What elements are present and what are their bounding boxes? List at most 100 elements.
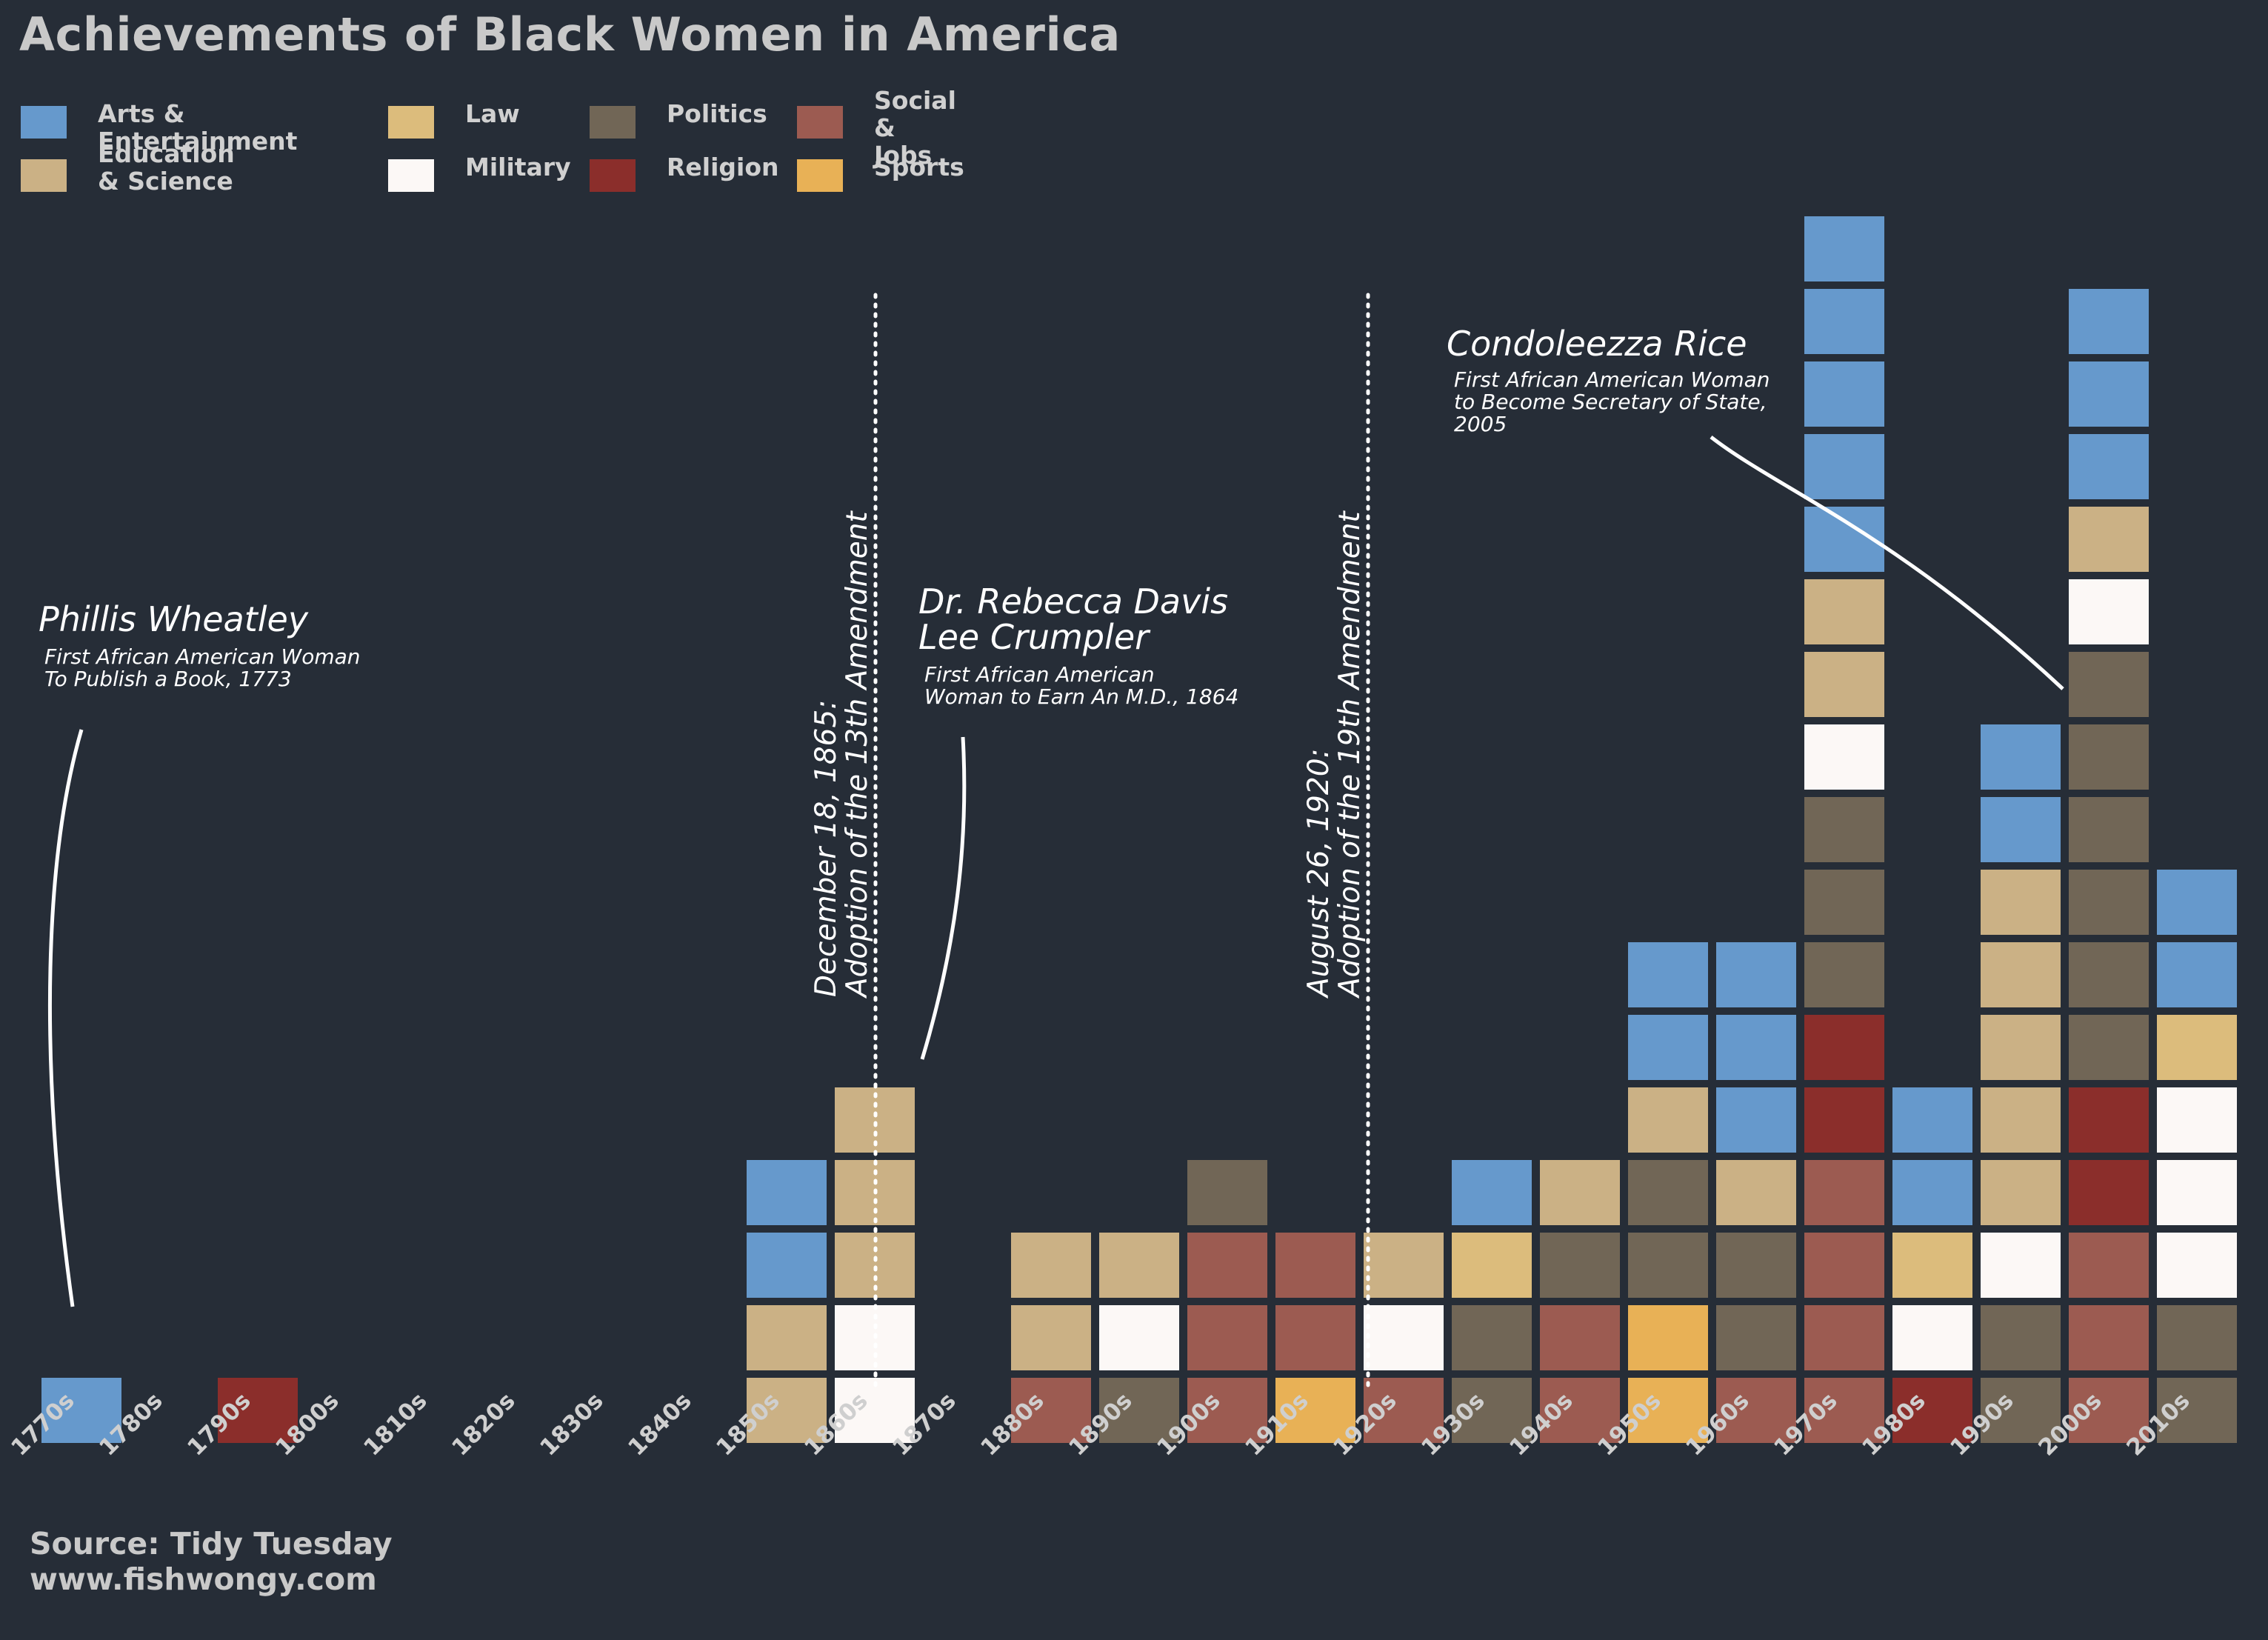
reference-label: August 26, 1920: (1302, 748, 1335, 999)
waffle-tile (1540, 1305, 1620, 1370)
waffle-tile (1716, 1160, 1796, 1225)
waffle-tile (1628, 1233, 1708, 1298)
legend-label: Social & Jobs (874, 86, 956, 170)
waffle-tile (1981, 1233, 2061, 1298)
waffle-tile (2069, 1015, 2149, 1080)
waffle-tile (1716, 1015, 1796, 1080)
x-tick-label: 1820s (447, 1387, 521, 1461)
waffle-tile (747, 1160, 827, 1225)
waffle-tile (2069, 870, 2149, 935)
waffle-tile (1364, 1305, 1444, 1370)
waffle-tile (1011, 1233, 1091, 1298)
waffle-tile (2069, 1087, 2149, 1153)
waffle-tile (1716, 1233, 1796, 1298)
annotation-text: to Become Secretary of State, (1454, 390, 1767, 414)
website-line: www.fishwongy.com (30, 1561, 377, 1597)
x-tick-label: 1810s (358, 1387, 433, 1461)
waffle-tile (1540, 1378, 1620, 1443)
waffle-tile (1804, 361, 1884, 427)
annotation-title: Condoleezza Rice (1447, 324, 1747, 364)
waffle-tile (1804, 1015, 1884, 1080)
legend-swatch (590, 106, 636, 139)
waffle-tile (1892, 1378, 1972, 1443)
waffle-tile (2069, 434, 2149, 499)
waffle-tile (1892, 1305, 1972, 1370)
waffle-tile (1804, 870, 1884, 935)
annotation-text: To Publish a Book, 1773 (44, 667, 292, 691)
annotation-title: Lee Crumpler (918, 617, 1151, 657)
waffle-tile (2069, 361, 2149, 427)
annotation-text: First African American Woman (44, 644, 361, 669)
waffle-tile (1804, 434, 1884, 499)
waffle-tile (218, 1378, 298, 1443)
waffle-tile (1099, 1305, 1179, 1370)
waffle-tile (1628, 942, 1708, 1007)
waffle-tile (1804, 1087, 1884, 1153)
waffle-tile (1804, 1233, 1884, 1298)
waffle-tile (1981, 797, 2061, 862)
waffle-tile (41, 1378, 121, 1443)
legend-label: Sports (874, 153, 964, 181)
waffle-tile (1275, 1305, 1355, 1370)
annotation-text: First African American (924, 662, 1155, 687)
waffle-tile (1364, 1378, 1444, 1443)
waffle-tile (2069, 942, 2149, 1007)
waffle-tile (1628, 1378, 1708, 1443)
legend-swatch (590, 159, 636, 192)
legend-label: Politics (667, 99, 767, 128)
legend-label: Education & Science (98, 139, 235, 196)
waffle-tile (2069, 1233, 2149, 1298)
waffle-tile (1892, 1160, 1972, 1225)
waffle-tile (1981, 724, 2061, 790)
waffle-tile (1011, 1378, 1091, 1443)
waffle-tile (1187, 1233, 1267, 1298)
waffle-tile (747, 1378, 827, 1443)
waffle-tile (1981, 1015, 2061, 1080)
waffle-tile (2069, 797, 2149, 862)
waffle-tile (1452, 1378, 1532, 1443)
waffle-tile (2069, 507, 2149, 572)
waffle-tile (1099, 1233, 1179, 1298)
waffle-tile (1892, 1087, 1972, 1153)
waffle-tile (2069, 1305, 2149, 1370)
waffle-tile (1187, 1378, 1267, 1443)
waffle-tile (1716, 1087, 1796, 1153)
waffle-tile (1981, 870, 2061, 935)
annotation-text: Woman to Earn An M.D., 1864 (924, 684, 1238, 709)
legend-label: Religion (667, 153, 779, 181)
annotation-title: Dr. Rebecca Davis (918, 581, 1228, 621)
waffle-tile (1804, 1378, 1884, 1443)
waffle-tile (2069, 724, 2149, 790)
waffle-tile (2157, 1233, 2237, 1298)
waffle-tile (1628, 1160, 1708, 1225)
chart-title: Achievements of Black Women in America (19, 7, 1121, 61)
waffle-tile (1099, 1378, 1179, 1443)
legend-swatch (388, 159, 434, 192)
waffle-tile (2157, 1378, 2237, 1443)
waffle-tile (1981, 1305, 2061, 1370)
waffle-tile (2157, 1015, 2237, 1080)
waffle-tile (2157, 870, 2237, 935)
waffle-tile (747, 1305, 827, 1370)
waffle-tile (1804, 724, 1884, 790)
legend: Arts & Entertainment Education & Science L… (21, 87, 1006, 219)
annotation-title: Phillis Wheatley (39, 599, 309, 639)
waffle-tile (1981, 1160, 2061, 1225)
reference-label: December 18, 1865: (810, 700, 843, 997)
waffle-tile (1804, 797, 1884, 862)
waffle-tile (1981, 942, 2061, 1007)
x-tick-label: 1830s (535, 1387, 609, 1461)
waffle-tile (1540, 1233, 1620, 1298)
legend-swatch (21, 106, 67, 139)
waffle-tile (2069, 652, 2149, 717)
waffle-tile (2069, 1378, 2149, 1443)
legend-label: Law (465, 99, 520, 128)
waffle-tile (1452, 1160, 1532, 1225)
waffle-tile (2157, 1087, 2237, 1153)
waffle-tile (1452, 1305, 1532, 1370)
waffle-tile (1628, 1015, 1708, 1080)
waffle-tile (1716, 1378, 1796, 1443)
waffle-tile (2069, 579, 2149, 644)
annotation-text: 2005 (1454, 412, 1507, 436)
waffle-tile (1628, 1305, 1708, 1370)
